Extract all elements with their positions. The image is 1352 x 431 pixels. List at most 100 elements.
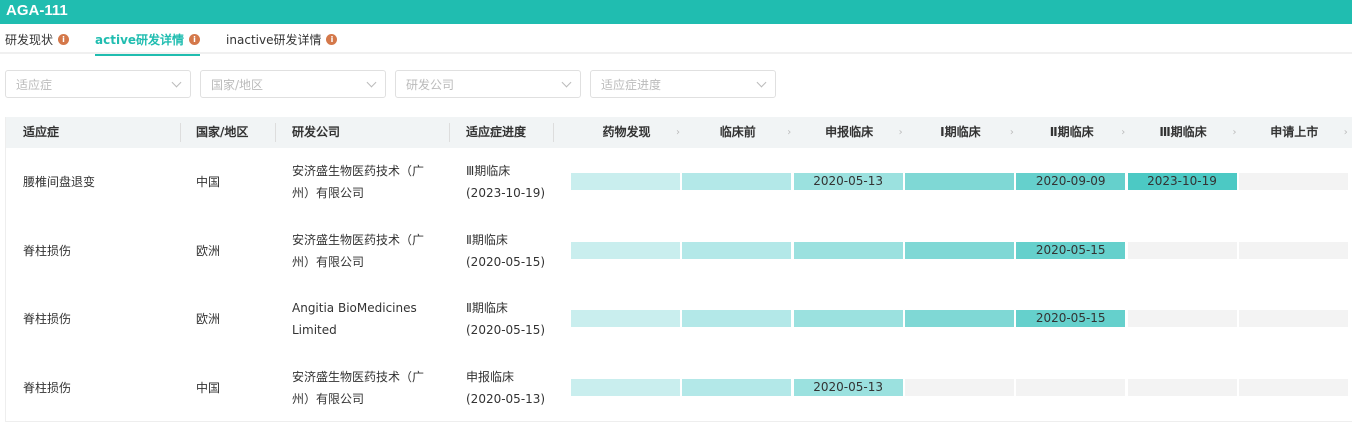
stage-bar[interactable] <box>1238 378 1348 396</box>
tab-active-details[interactable]: active研发详情 i <box>95 24 201 56</box>
stage-bar[interactable] <box>571 241 680 259</box>
chevron-right-icon: › <box>1232 127 1237 138</box>
stage-bar[interactable] <box>1238 241 1348 259</box>
stage-header: Ⅲ期临床 › <box>1128 117 1239 148</box>
region-cell: 欧洲 <box>196 243 221 258</box>
table-row[interactable]: 脊柱损伤 欧洲 Angitia BioMedicines Limited Ⅱ期临床 (2… <box>6 285 1352 353</box>
col-company: 研发公司 <box>292 125 341 139</box>
chevron-right-icon: › <box>1121 127 1126 138</box>
chevron-down-icon <box>756 77 767 87</box>
indication-cell: 脊柱损伤 <box>23 243 72 258</box>
table-row[interactable]: 脊柱损伤 中国 安济盛生物医药技术（广州）有限公司 申报临床 (2020-05-13) 2… <box>6 354 1352 422</box>
stage-label: Ⅱ期临床 <box>1049 125 1094 139</box>
indication-cell: 脊柱损伤 <box>23 312 72 326</box>
progress-date-cell: (2020-05-15) <box>466 323 546 337</box>
stage-bar[interactable]: 2020-05-13 <box>793 378 903 396</box>
filter-bar: 适应症 国家/地区 研发公司 适应症进度 <box>0 54 1352 124</box>
tab-inactive-details[interactable]: inactive研发详情 i <box>226 24 338 54</box>
stage-bar[interactable] <box>1238 173 1348 190</box>
divider <box>180 123 181 142</box>
stage-bar[interactable] <box>793 241 903 259</box>
region-cell: 中国 <box>196 380 221 395</box>
stage-label: 临床前 <box>719 125 756 139</box>
info-icon[interactable]: i <box>58 33 70 45</box>
stage-bar[interactable] <box>904 241 1014 259</box>
info-icon[interactable]: i <box>189 33 201 45</box>
company-cell: Angitia BioMedicines Limited <box>292 301 417 337</box>
stage-bar[interactable]: 2020-05-15 <box>1016 241 1126 259</box>
progress-cell: Ⅱ期临床 <box>466 232 508 247</box>
progress-cell: Ⅱ期临床 <box>466 301 508 315</box>
placeholder: 研发公司 <box>406 77 455 92</box>
chevron-right-icon: › <box>1343 127 1348 138</box>
indication-select[interactable]: 适应症 <box>5 70 191 98</box>
divider <box>275 123 276 142</box>
stage-bar[interactable] <box>682 241 792 259</box>
stage-label: 申报临床 <box>825 125 874 139</box>
stage-bar[interactable] <box>1127 310 1237 327</box>
placeholder: 适应症 <box>16 77 53 92</box>
region-select[interactable]: 国家/地区 <box>200 70 386 98</box>
stage-header: Ⅰ期临床 › <box>905 117 1016 148</box>
page-title: AGA-111 <box>0 0 1352 24</box>
stage-bar[interactable] <box>682 173 792 190</box>
stage-bar[interactable] <box>904 378 1014 396</box>
stage-bar[interactable]: 2020-05-13 <box>793 173 903 190</box>
chevron-right-icon: › <box>787 127 792 138</box>
stage-bar[interactable] <box>571 173 680 190</box>
divider <box>449 123 450 142</box>
chevron-right-icon: › <box>676 127 680 138</box>
col-region: 国家/地区 <box>196 125 249 139</box>
stage-bar[interactable]: 2023-10-19 <box>1127 173 1237 190</box>
region-cell: 欧洲 <box>196 312 221 326</box>
progress-cell: 申报临床 <box>466 369 515 384</box>
stage-label: 申请上市 <box>1270 125 1319 139</box>
stage-bar[interactable] <box>682 310 792 327</box>
stage-bar[interactable] <box>793 310 903 327</box>
table-row[interactable]: 腰椎间盘退变 中国 安济盛生物医药技术（广州）有限公司 Ⅲ期临床 (2023-10-19… <box>6 148 1352 216</box>
progress-date-cell: (2020-05-15) <box>466 254 546 269</box>
info-icon[interactable]: i <box>326 33 338 45</box>
table-row[interactable]: 脊柱损伤 欧洲 安济盛生物医药技术（广州）有限公司 Ⅱ期临床 (2020-05-15) 2… <box>6 217 1352 285</box>
col-indication: 适应症 <box>23 125 60 139</box>
stage-bar[interactable] <box>682 378 792 396</box>
stage-header: 临床前 › <box>682 117 793 148</box>
stage-bar[interactable] <box>1127 241 1237 259</box>
progress-date-cell: (2020-05-13) <box>466 391 546 406</box>
col-progress: 适应症进度 <box>466 125 527 139</box>
stage-header: Ⅱ期临床 › <box>1016 117 1127 148</box>
chevron-down-icon <box>171 77 182 87</box>
stage-bar[interactable] <box>904 310 1014 327</box>
stage-label: 药物发现 <box>602 125 651 139</box>
stage-label: Ⅰ期临床 <box>940 125 981 139</box>
indication-cell: 腰椎间盘退变 <box>23 175 96 189</box>
tab-label: 研发现状 <box>5 32 54 47</box>
divider <box>553 123 554 142</box>
region-cell: 中国 <box>196 175 221 189</box>
chevron-right-icon: › <box>1009 127 1014 138</box>
tab-bar: 研发现状 i active研发详情 i inactive研发详情 i <box>0 24 1352 56</box>
stage-bar[interactable]: 2020-09-09 <box>1016 173 1126 190</box>
company-cell: 安济盛生物医药技术（广州）有限公司 <box>292 232 425 269</box>
stage-bar[interactable] <box>1238 310 1348 327</box>
chevron-down-icon <box>366 77 377 87</box>
stage-header: 申报临床 › <box>794 117 905 148</box>
company-select[interactable]: 研发公司 <box>395 70 581 98</box>
placeholder: 国家/地区 <box>211 77 264 92</box>
stage-bar[interactable] <box>571 378 680 396</box>
stage-bar[interactable] <box>1127 378 1237 396</box>
stage-header: 药物发现 › <box>571 117 682 148</box>
tab-label: inactive研发详情 <box>226 32 322 47</box>
progress-select[interactable]: 适应症进度 <box>590 70 776 98</box>
tab-status[interactable]: 研发现状 i <box>5 24 70 54</box>
progress-cell: Ⅲ期临床 <box>466 164 511 178</box>
stage-header: 申请上市 › <box>1239 117 1350 148</box>
stage-bar[interactable] <box>904 173 1014 190</box>
stage-bar[interactable] <box>571 310 680 327</box>
tab-label: active研发详情 <box>95 32 185 47</box>
table-header: 适应症 国家/地区 研发公司 适应症进度 药物发现 › 临床前 › 申报临床 › Ⅰ期临床 ›… <box>6 117 1352 148</box>
stage-bar[interactable]: 2020-05-15 <box>1016 310 1126 327</box>
stage-label: Ⅲ期临床 <box>1159 125 1207 139</box>
stage-bar[interactable] <box>1016 378 1126 396</box>
company-cell: 安济盛生物医药技术（广州）有限公司 <box>292 369 425 406</box>
